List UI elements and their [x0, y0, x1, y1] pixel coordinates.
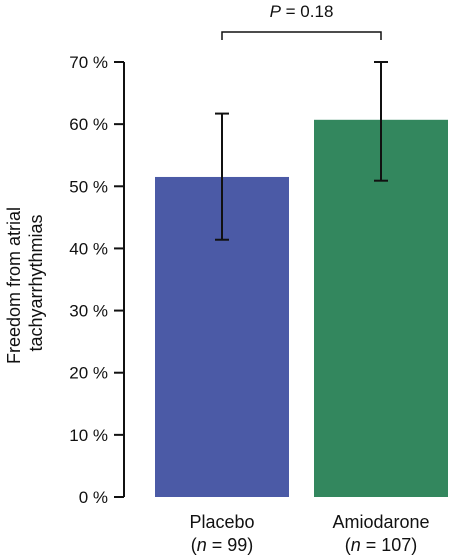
x-category-label: Amiodarone: [332, 512, 429, 532]
y-tick-label: 50 %: [69, 177, 108, 196]
y-tick-label: 10 %: [69, 426, 108, 445]
y-tick-label: 40 %: [69, 239, 108, 258]
y-tick-label: 0 %: [79, 488, 108, 507]
y-tick-label: 60 %: [69, 115, 108, 134]
y-axis-label-line-1: Freedom from atrial: [4, 207, 24, 364]
y-axis: 0 % 10 % 20 % 30 % 40 % 50 % 60 % 70 %: [69, 53, 125, 507]
significance-annotation: P = 0.18: [221, 2, 382, 40]
y-axis-label: Freedom from atrial tachyarrhythmias: [4, 202, 46, 364]
y-tick-label: 70 %: [69, 53, 108, 72]
y-tick-label: 30 %: [69, 302, 108, 321]
y-tick-label: 20 %: [69, 364, 108, 383]
x-category-label: Placebo: [189, 512, 254, 532]
y-axis-label-line-2: tachyarrhythmias: [26, 214, 46, 351]
bar-amiodarone: [314, 119, 448, 498]
x-category-count: (n = 99): [191, 535, 254, 555]
x-category-count: (n = 107): [345, 535, 418, 555]
significance-bracket: [221, 31, 382, 40]
error-bars-group: [215, 61, 388, 241]
p-value-label: P = 0.18: [270, 2, 334, 21]
x-axis-labels: Placebo (n = 99) Amiodarone (n = 107): [189, 512, 429, 555]
bars-group: [155, 119, 448, 498]
